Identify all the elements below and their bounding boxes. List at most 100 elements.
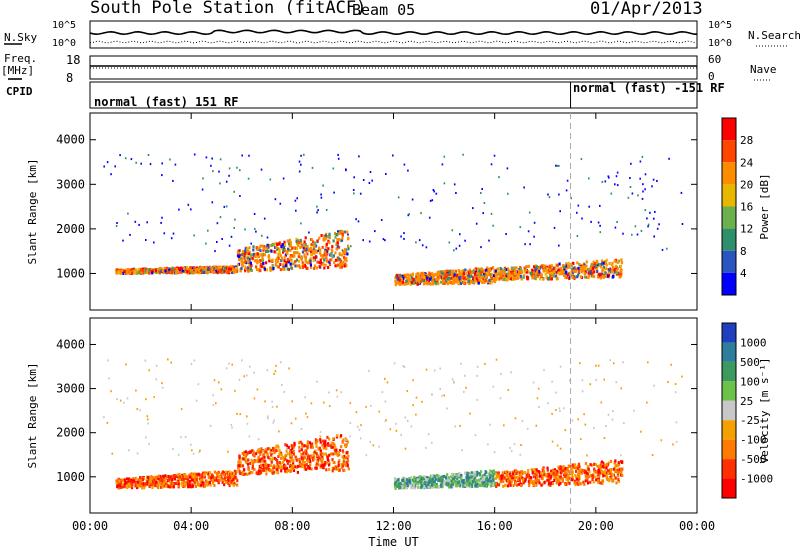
echo-cell [472,276,475,280]
echo-cell [134,484,137,488]
echo-cell [238,454,241,458]
echo-cell [145,398,147,401]
echo-cell [288,242,291,246]
echo-cell [338,468,341,472]
echo-cell [423,475,426,479]
echo-cell [506,272,509,276]
echo-cell [429,282,432,286]
echo-cell [617,461,620,465]
echo-cell [468,281,471,285]
echo-cell [596,270,599,273]
echo-cell [563,471,567,475]
echo-cell [554,267,557,271]
echo-cell [448,241,451,244]
echo-cell [502,274,505,278]
echo-cell [405,279,408,283]
echo-cell [311,166,314,169]
echo-cell [486,482,489,486]
echo-cell [341,463,344,466]
echo-cell [283,390,286,393]
echo-cell [343,454,346,458]
echo-cell [225,268,228,272]
echo-cell [116,398,118,401]
echo-cell [248,264,251,267]
echo-cell [334,449,337,453]
echo-cell [285,449,288,453]
echo-cell [622,361,624,364]
echo-cell [581,217,583,220]
echo-cell [170,271,173,275]
echo-cell [301,250,305,254]
echo-cell [546,270,549,274]
echo-cell [672,443,674,446]
echo-cell [421,278,424,282]
echo-cell [485,476,488,480]
echo-cell [303,153,305,156]
echo-cell [277,265,280,269]
echo-cell [417,278,420,282]
echo-cell [166,484,169,488]
echo-cell [510,270,513,274]
echo-cell [488,278,491,282]
echo-cell [300,245,303,249]
echo-cell [218,269,221,273]
echo-cell [242,457,245,461]
echo-cell [189,266,192,270]
echo-cell [219,265,222,269]
echo-cell [617,468,620,472]
echo-cell [596,273,600,277]
echo-cell [291,254,294,258]
echo-cell [395,281,398,285]
echo-cell [308,466,311,470]
echo-cell [284,469,287,473]
echo-cell [588,470,591,474]
echo-cell [595,261,598,265]
echo-cell [130,484,133,488]
echo-cell [167,478,170,482]
echo-cell [488,273,492,277]
echo-cell [235,269,238,273]
echo-cell [493,482,497,485]
echo-cell [305,463,308,467]
echo-cell [258,472,262,476]
echo-cell [222,479,225,483]
echo-cell [211,157,213,160]
echo-cell [597,473,600,477]
echo-cell [556,164,559,167]
echo-cell [187,481,191,485]
echo-cell [606,274,609,278]
echo-cell [559,447,562,450]
echo-cell [340,466,343,470]
echo-cell [183,477,186,481]
echo-cell [610,472,613,476]
echo-cell [244,459,247,463]
echo-cell [214,250,216,253]
echo-cell [158,267,161,271]
echo-cell [380,219,383,221]
echo-cell [441,394,443,397]
echo-cell [164,482,167,486]
echo-cell [265,468,268,472]
echo-cell [187,485,190,489]
y-tick-label: 1000 [56,470,85,484]
echo-cell [585,264,588,268]
echo-cell [309,257,312,261]
echo-cell [310,467,313,471]
echo-cell [152,269,155,273]
echo-cell [358,428,361,431]
echo-cell [401,485,404,489]
echo-cell [202,267,205,271]
echo-cell [304,258,307,262]
echo-cell [146,480,149,484]
echo-cell [465,471,468,475]
echo-cell [575,477,578,481]
echo-cell [194,485,197,488]
echo-cell [618,273,621,276]
echo-cell [259,249,262,253]
echo-cell [514,270,517,274]
echo-cell [485,481,489,485]
echo-cell [246,451,249,455]
echo-cell [253,468,256,471]
echo-cell [250,263,253,267]
echo-cell [605,425,607,427]
